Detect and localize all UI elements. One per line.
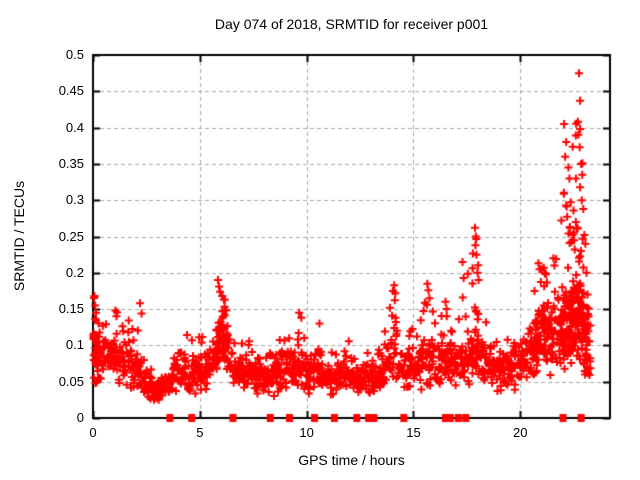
- x-axis-label: GPS time / hours: [298, 452, 405, 468]
- y-tick-label: 0.5: [65, 47, 84, 62]
- y-tick-label: 0.2: [65, 264, 84, 280]
- x-tick-label: 0: [89, 425, 97, 440]
- chart-title: Day 074 of 2018, SRMTID for receiver p00…: [214, 16, 489, 32]
- y-tick-label: 0.25: [58, 228, 84, 244]
- y-tick-label: 0.1: [65, 337, 84, 353]
- y-tick-label: 0.05: [58, 373, 84, 389]
- y-tick-label: 0: [76, 410, 84, 425]
- y-tick-label: 0.15: [58, 301, 84, 317]
- y-tick-label: 0.35: [58, 155, 84, 171]
- y-tick-label: 0.45: [58, 83, 84, 99]
- x-tick-label: 5: [196, 425, 204, 440]
- x-tick-label: 20: [513, 425, 528, 440]
- y-tick-label: 0.3: [65, 192, 84, 208]
- y-tick-label: 0.4: [65, 119, 84, 135]
- x-tick-label: 15: [406, 425, 421, 440]
- x-tick-label: 10: [299, 425, 314, 440]
